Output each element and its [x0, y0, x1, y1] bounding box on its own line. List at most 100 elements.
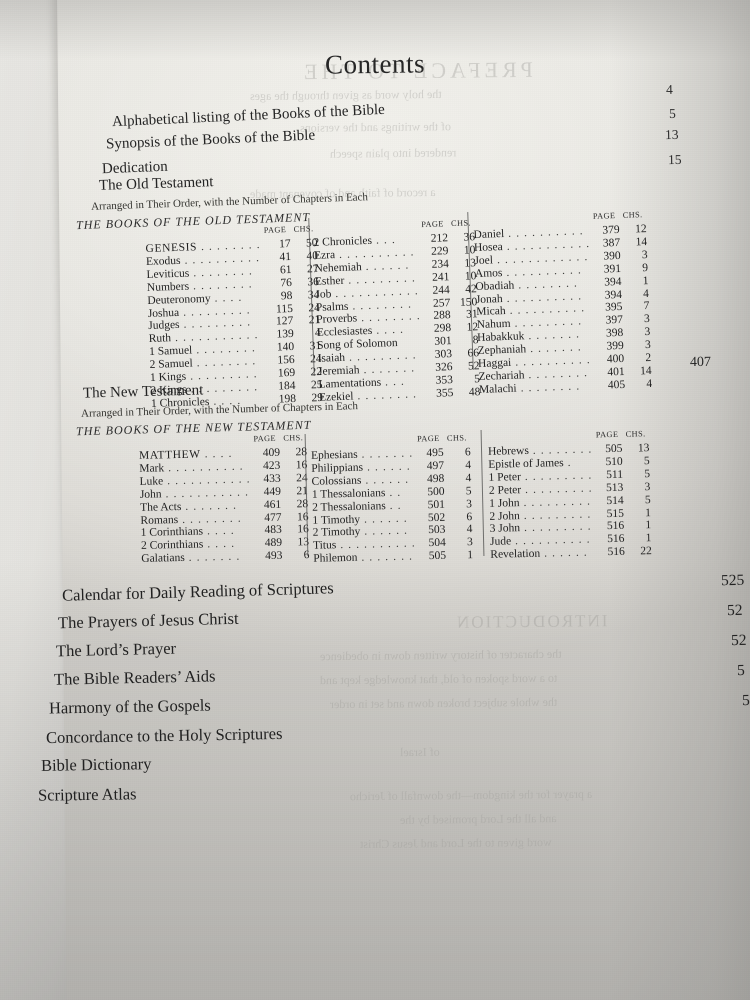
book-chs: 1	[645, 519, 652, 532]
book-chs: 3	[465, 497, 473, 510]
book-chs: 31	[465, 308, 478, 322]
book-chs: 3	[644, 339, 651, 352]
toc-entry-prayers-of-jesus[interactable]: The Prayers of Jesus Christ	[57, 608, 239, 633]
toc-entry-synopsis[interactable]: Synopsis of the Books of the Bible	[105, 127, 316, 153]
book-name: Jeremiah	[317, 364, 360, 378]
table-row[interactable]: Revelation . . . . . . 516 22	[490, 545, 652, 562]
book-page: 423	[262, 459, 281, 472]
book-chs: 8	[472, 334, 479, 347]
book-page: 139	[276, 328, 294, 341]
book-name: Obadiah	[475, 279, 515, 293]
book-page: 401	[607, 366, 625, 379]
book-page: 398	[605, 327, 624, 340]
book-page: 394	[604, 288, 623, 302]
ot-table-column-3: PAGE CHS. Daniel . . . . . . . . . . 379 1…	[473, 209, 652, 397]
book-page: 505	[428, 550, 447, 563]
book-name: 1 Thessalonians	[311, 486, 386, 501]
book-chs: 5	[465, 484, 472, 497]
table-row[interactable]: Galatians . . . . . . .4936	[141, 549, 309, 566]
book-chs: 3	[643, 313, 651, 326]
toc-entry-alphabetical-listing[interactable]: Alphabetical listing of the Books of the…	[111, 101, 386, 131]
book-page: 115	[275, 302, 294, 316]
book-chs: 5	[643, 454, 650, 468]
book-chs: 28	[295, 445, 308, 459]
toc-entry-bible-readers-aids[interactable]: The Bible Readers’ Aids	[53, 666, 216, 689]
book-chs: 9	[642, 261, 649, 274]
book-name: Zephaniah	[477, 343, 527, 358]
book-chs: 13	[637, 442, 650, 455]
book-page: 394	[604, 275, 622, 289]
book-page: 405	[607, 378, 626, 392]
book-chs: 1	[645, 506, 652, 519]
book-page: 301	[434, 335, 452, 349]
book-page: 515	[606, 507, 625, 520]
nt-book-table-2: PAGE CHS. Ephesians . . . . . . . 495 6 Ph…	[311, 432, 474, 566]
page-title: Contents	[324, 48, 426, 80]
book-chs: 150	[459, 295, 478, 309]
book-name: Ecclesiastes	[316, 325, 373, 340]
toc-entry-lords-prayer[interactable]: The Lord’s Prayer	[55, 638, 177, 661]
book-page: 169	[277, 367, 296, 380]
book-name: Ruth	[148, 332, 172, 346]
book-chs: 6	[464, 446, 471, 459]
book-page: 516	[607, 533, 625, 546]
book-chs: 66	[467, 347, 480, 360]
col-header-chs: CHS.	[625, 429, 646, 439]
col-header-page: PAGE	[253, 433, 277, 444]
book-name: 2 Peter	[488, 483, 522, 497]
table-row[interactable]: Philemon . . . . . . . 505 1	[313, 549, 474, 566]
toc-entry-calendar[interactable]: Calendar for Daily Reading of Scriptures	[61, 578, 334, 605]
book-name: GENESIS	[145, 241, 198, 255]
book-name: Amos	[474, 266, 503, 280]
top-page-number: 13	[664, 126, 679, 143]
book-name: Job	[315, 287, 332, 301]
toc-entry-scripture-atlas[interactable]: Scripture Atlas	[37, 784, 137, 805]
book-name: Isaiah	[317, 352, 346, 366]
col-header-page: PAGE	[417, 433, 440, 444]
toc-entry-bible-dictionary[interactable]: Bible Dictionary	[40, 754, 152, 775]
book-page: 504	[428, 537, 446, 550]
book-name: 1 John	[489, 496, 520, 510]
book-chs: 3	[466, 536, 473, 549]
book-page: 61	[279, 263, 292, 277]
book-name: 2 Timothy	[312, 526, 361, 540]
col-header-chs: CHS.	[622, 210, 643, 220]
book-name: Nahum	[476, 318, 511, 332]
book-chs: 2	[645, 352, 652, 365]
book-chs: 42	[465, 282, 477, 296]
old-testament-subtitle: Arranged in Their Order, with the Number…	[90, 191, 369, 213]
book-chs: 13	[297, 536, 310, 549]
book-name: Lamentations	[318, 376, 382, 391]
book-name: Habakkuk	[476, 330, 525, 345]
book-name: Daniel	[473, 227, 505, 241]
book-page: 477	[264, 511, 282, 524]
book-name: 2 John	[489, 509, 520, 523]
toc-entry-harmony-of-gospels[interactable]: Harmony of the Gospels	[48, 695, 211, 718]
book-name: Colossians	[311, 474, 362, 488]
book-page: 156	[277, 354, 295, 367]
book-page: 229	[430, 244, 449, 258]
section-heading-old-testament[interactable]: The Old Testament	[98, 174, 214, 194]
book-page: 391	[603, 262, 622, 276]
section-heading-new-testament[interactable]: The New Testament	[82, 382, 204, 402]
book-chs: 22	[640, 545, 652, 558]
book-name: Ezra	[313, 248, 336, 262]
book-page: 326	[435, 361, 453, 374]
book-name: Nehemiah	[314, 260, 362, 275]
book-name: Revelation	[490, 548, 541, 562]
book-page: 184	[278, 380, 296, 393]
book-chs: 12	[634, 222, 647, 236]
book-chs: 1	[642, 274, 649, 287]
back-matter-page-number: 52	[726, 601, 743, 620]
book-chs: 1	[467, 549, 474, 562]
book-page: 514	[606, 494, 624, 507]
toc-entry-concordance[interactable]: Concordance to the Holy Scriptures	[45, 723, 283, 748]
book-page: 397	[605, 314, 624, 327]
book-name: Malachi	[478, 382, 517, 397]
book-page: 409	[262, 446, 281, 459]
col-header-page: PAGE	[421, 219, 444, 230]
book-chs: 52	[467, 360, 480, 373]
ot-book-table-3: PAGE CHS. Daniel . . . . . . . . . . 379 1…	[473, 209, 652, 397]
nt-book-table-1: PAGE CHS. MATTHEW . . . . 409 28 Mark . . …	[139, 432, 310, 566]
